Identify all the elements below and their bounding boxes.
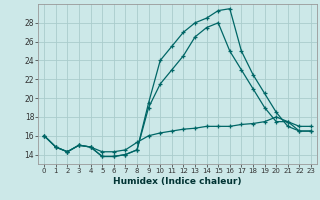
X-axis label: Humidex (Indice chaleur): Humidex (Indice chaleur): [113, 177, 242, 186]
